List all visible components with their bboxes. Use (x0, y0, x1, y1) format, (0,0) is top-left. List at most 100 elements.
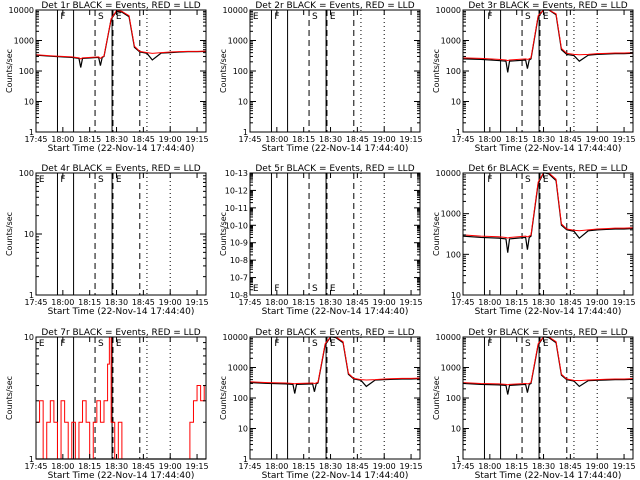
x-tick-label: 18:15 (292, 298, 315, 307)
x-axis-label: Start Time (22-Nov-14 17:44:40) (475, 307, 622, 317)
x-tick-label: 19:00 (373, 462, 396, 471)
y-axis-label: Counts/sec (5, 212, 14, 256)
x-axis-label: Start Time (22-Nov-14 17:44:40) (475, 144, 622, 154)
x-tick-label: 18:15 (505, 462, 528, 471)
marker-label: F (60, 12, 65, 22)
y-axis-label: Counts/sec (432, 376, 441, 420)
marker-label: E (116, 339, 122, 349)
x-tick-label: 17:45 (24, 462, 47, 471)
panel-title: Det 9r BLACK = Events, RED = LLD (468, 328, 627, 338)
marker-label: F (487, 175, 492, 185)
panel-title: Det 6r BLACK = Events, RED = LLD (468, 164, 627, 174)
x-tick-label: 18:15 (78, 135, 101, 144)
x-tick-label: 19:15 (186, 135, 209, 144)
y-tick-label: 10-7 (230, 274, 248, 283)
x-axis-label: Start Time (22-Nov-14 17:44:40) (48, 307, 195, 317)
x-tick-label: 19:15 (186, 298, 209, 307)
y-tick-label: 1 (456, 128, 461, 137)
marker-label: E (330, 12, 336, 22)
y-axis-label: Counts/sec (5, 49, 14, 93)
y-tick-label: 10-13 (225, 169, 248, 178)
marker-label: E (39, 175, 45, 185)
marker-label: E (253, 12, 259, 22)
marker-label: F (274, 339, 279, 349)
y-tick-label: 10 (24, 333, 34, 342)
x-tick-label: 18:15 (292, 462, 315, 471)
plot-frame (35, 9, 207, 133)
marker-label: S (312, 284, 318, 294)
plot-frame (35, 336, 207, 460)
marker-label: S (312, 12, 318, 22)
x-tick-label: 17:45 (238, 462, 261, 471)
panel-title: Det 8r BLACK = Events, RED = LLD (255, 328, 414, 338)
x-tick-label: 18:45 (559, 298, 582, 307)
x-tick-label: 18:30 (532, 135, 555, 144)
x-axis-label: Start Time (22-Nov-14 17:44:40) (262, 471, 409, 480)
y-tick-label: 100 (446, 67, 461, 76)
x-tick-label: 17:45 (24, 298, 47, 307)
y-tick-label: 10 (24, 98, 34, 107)
x-tick-label: 18:00 (478, 462, 501, 471)
marker-label: F (274, 12, 279, 22)
x-tick-label: 19:00 (159, 462, 182, 471)
y-tick-label: 10-8 (230, 256, 248, 265)
plot-frame (249, 336, 421, 460)
x-tick-label: 19:00 (373, 135, 396, 144)
y-tick-label: 100 (19, 67, 34, 76)
x-tick-label: 19:00 (373, 298, 396, 307)
x-tick-label: 18:30 (319, 462, 342, 471)
x-tick-label: 17:45 (451, 135, 474, 144)
x-tick-label: 18:30 (319, 298, 342, 307)
y-tick-label: 10 (451, 98, 461, 107)
x-tick-label: 19:00 (159, 298, 182, 307)
plot-frame (249, 9, 421, 133)
x-tick-label: 18:30 (105, 462, 128, 471)
y-axis-label: Counts/sec (219, 376, 228, 420)
panel-title: Det 1r BLACK = Events, RED = LLD (41, 1, 200, 11)
x-tick-label: 19:15 (613, 135, 636, 144)
plot-frame (462, 172, 634, 296)
marker-label: E (39, 339, 45, 349)
x-tick-label: 17:45 (451, 298, 474, 307)
y-tick-label: 10000 (436, 6, 461, 15)
x-tick-label: 18:15 (78, 462, 101, 471)
y-tick-label: 10000 (223, 6, 248, 15)
x-tick-label: 19:00 (586, 462, 609, 471)
y-tick-label: 1000 (14, 37, 34, 46)
y-axis-label: Counts/sec (219, 212, 228, 256)
panel-det-5: Det 5r BLACK = Events, RED = LLD E F S E 10-8… (219, 164, 423, 317)
marker-label: F (487, 12, 492, 22)
x-tick-label: 18:30 (532, 462, 555, 471)
x-tick-label: 18:45 (132, 135, 155, 144)
series-events-line (35, 10, 207, 68)
x-tick-label: 19:00 (586, 135, 609, 144)
x-tick-label: 17:45 (24, 135, 47, 144)
marker-label: E (543, 12, 549, 22)
marker-label: F (487, 339, 492, 349)
x-tick-label: 19:00 (586, 298, 609, 307)
x-tick-label: 18:00 (265, 462, 288, 471)
x-tick-label: 19:15 (186, 462, 209, 471)
y-tick-label: 10000 (436, 333, 461, 342)
y-tick-label: 10 (24, 230, 34, 239)
panel-title: Det 5r BLACK = Events, RED = LLD (255, 164, 414, 174)
x-axis-label: Start Time (22-Nov-14 17:44:40) (475, 471, 622, 480)
x-tick-label: 18:15 (505, 298, 528, 307)
marker-label: S (98, 339, 104, 349)
x-tick-label: 18:00 (51, 135, 74, 144)
x-tick-label: 18:45 (346, 135, 369, 144)
marker-label: E (116, 175, 122, 185)
y-tick-label: 10 (238, 425, 248, 434)
marker-label: S (525, 339, 531, 349)
y-tick-label: 1000 (441, 37, 461, 46)
series-lld-line (35, 10, 207, 60)
y-tick-label: 1 (29, 455, 34, 464)
x-tick-label: 18:45 (132, 462, 155, 471)
y-tick-label: 1 (243, 455, 248, 464)
y-tick-label: 10 (451, 291, 461, 300)
marker-label: E (330, 284, 336, 294)
